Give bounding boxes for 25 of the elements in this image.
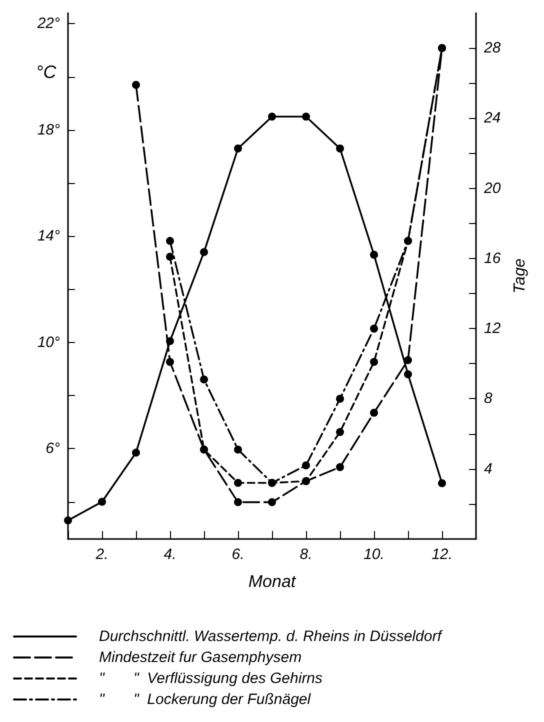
y-tick-label: 6°	[46, 440, 60, 458]
legend-label: " " Lockerung der Fußnägel	[99, 691, 312, 708]
legend-label: " " Verflüssigung des Gehirns	[99, 670, 324, 687]
y2-tick-label: 12	[484, 320, 502, 338]
y-tick-label: 10°	[37, 334, 60, 351]
legend-label: Mindestzeit fur Gasemphysem	[99, 649, 302, 666]
x-axis-title: Monat	[248, 572, 297, 591]
y2-tick-label: 28	[483, 40, 502, 57]
x-tick-label: 8.	[300, 546, 312, 563]
y-tick-label: 18°	[37, 121, 60, 138]
x-tick-label: 4.	[164, 546, 176, 563]
y-tick-label: 22°	[36, 15, 60, 32]
x-tick-label: 2.	[94, 546, 108, 563]
x-tick-label: 12.	[432, 546, 452, 563]
legend-label: Durchschnittl. Wassertemp. d. Rheins in Düsseldorf	[99, 628, 444, 645]
y-tick-label: 14°	[37, 228, 60, 245]
y2-tick-label: 24	[483, 110, 501, 127]
y2-tick-label: 20	[483, 180, 502, 197]
y2-tick-label: 16	[484, 250, 502, 267]
y-axis-title: °C	[36, 62, 58, 82]
y2-tick-label: 4	[484, 460, 492, 478]
y2-tick-label: 8	[484, 390, 493, 408]
x-tick-label: 10.	[364, 546, 384, 563]
y2-axis-title: Tage	[512, 258, 528, 294]
x-tick-label: 6.	[232, 546, 244, 563]
